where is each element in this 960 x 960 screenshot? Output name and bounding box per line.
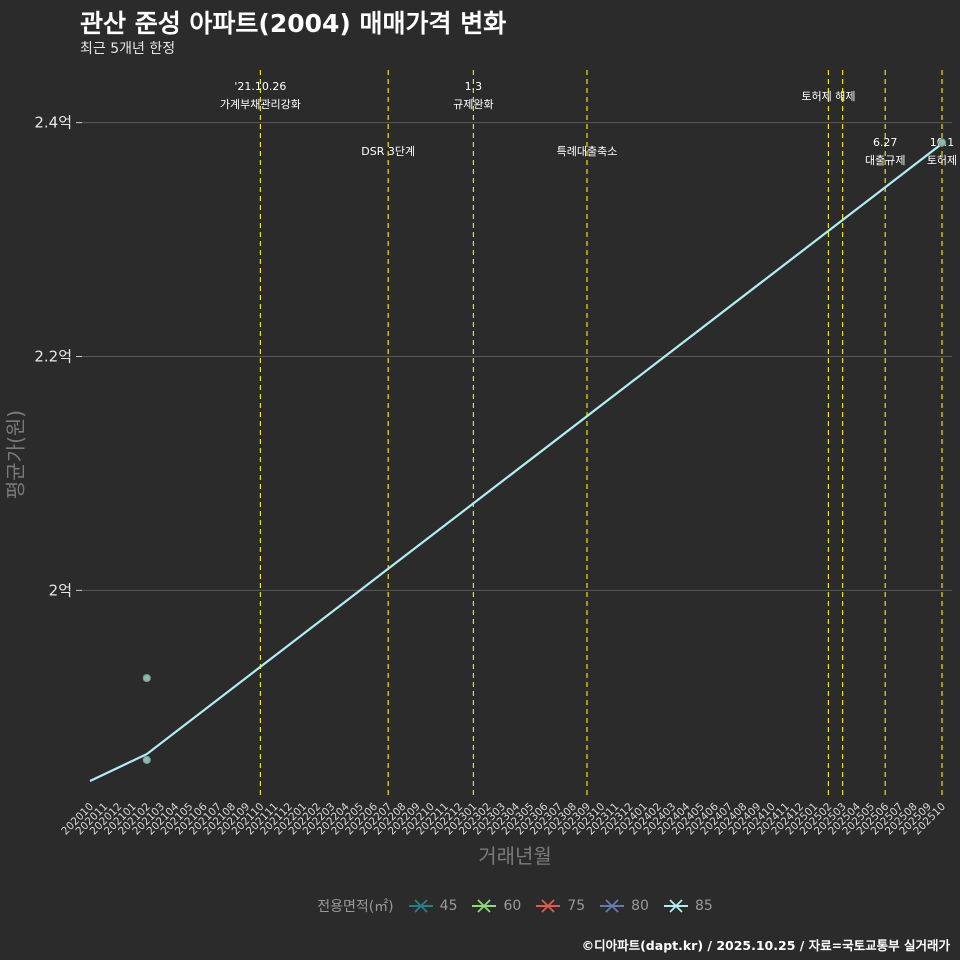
legend-item: 60: [471, 898, 521, 914]
legend-item-label: 45: [439, 898, 458, 914]
event-label: 토허제 해제: [801, 89, 855, 103]
source-caption: ©디아파트(dapt.kr) / 2025.10.25 / 자료=국토교통부 실…: [581, 938, 950, 953]
chart-subtitle: 최근 5개년 한정: [80, 41, 176, 57]
event-label: 토허제: [927, 154, 957, 167]
event-label: 대출규제: [865, 154, 905, 167]
event-label: 규제완화: [453, 98, 493, 111]
y-axis-title: 평균가(원): [3, 409, 28, 500]
event-label: 6.27: [873, 136, 898, 149]
series-line-85: [89, 142, 943, 782]
legend-key-icon: [536, 899, 561, 913]
legend-item-label: 75: [567, 898, 586, 914]
legend-key-icon: [472, 899, 497, 913]
legend-item: 85: [663, 898, 713, 914]
x-axis-title: 거래년월: [478, 844, 552, 868]
legend: 전용면적(㎡) 45 60 75 80 85: [0, 896, 960, 916]
y-tick-label: 2.2억: [34, 347, 72, 365]
y-tick-label: 2.4억: [34, 114, 72, 132]
legend-key-icon: [663, 899, 688, 913]
event-label: 1.3: [465, 80, 483, 93]
chart-title: 관산 준성 아파트(2004) 매매가격 변화: [80, 9, 507, 38]
legend-item: 80: [599, 898, 649, 914]
data-point: [937, 138, 947, 147]
data-point: [142, 755, 151, 765]
legend-key-cross: [414, 899, 428, 913]
legend-key-icon: [408, 899, 433, 913]
event-label: DSR 3단계: [361, 145, 415, 158]
legend-key-cross: [541, 899, 555, 913]
data-point: [142, 673, 151, 683]
legend-key-cross: [605, 899, 619, 913]
event-label: 특례대출축소: [557, 145, 618, 158]
y-tick-label: 2억: [49, 581, 72, 599]
legend-key-icon: [600, 899, 625, 913]
legend-key-cross: [477, 899, 492, 913]
event-label: '21.10.26: [234, 80, 286, 93]
legend-item: 75: [535, 898, 585, 914]
legend-item-label: 80: [631, 898, 649, 914]
event-label: 가계부채관리강화: [220, 98, 301, 111]
legend-item-label: 85: [694, 898, 713, 914]
legend-key-cross: [669, 899, 683, 913]
legend-item-label: 60: [503, 898, 522, 914]
legend-item: 45: [408, 898, 458, 914]
legend-title: 전용면적(㎡): [317, 899, 394, 915]
